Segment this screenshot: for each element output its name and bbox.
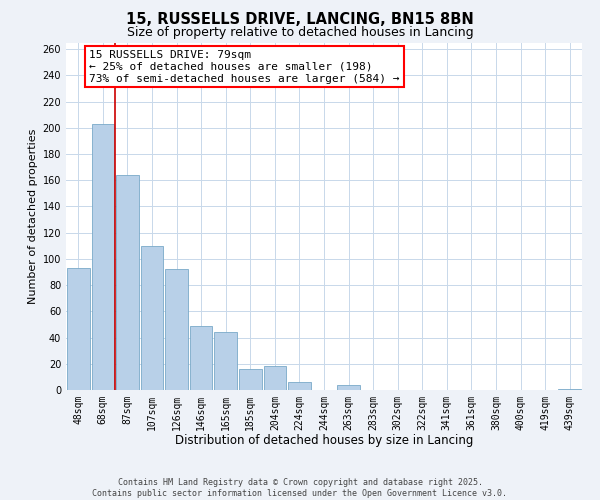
Bar xyxy=(288,382,311,390)
Bar xyxy=(190,326,212,390)
Bar xyxy=(140,246,163,390)
Bar xyxy=(92,124,114,390)
Text: 15 RUSSELLS DRIVE: 79sqm
← 25% of detached houses are smaller (198)
73% of semi-: 15 RUSSELLS DRIVE: 79sqm ← 25% of detach… xyxy=(89,50,400,84)
X-axis label: Distribution of detached houses by size in Lancing: Distribution of detached houses by size … xyxy=(175,434,473,448)
Text: Size of property relative to detached houses in Lancing: Size of property relative to detached ho… xyxy=(127,26,473,39)
Bar xyxy=(559,388,581,390)
Bar xyxy=(116,175,139,390)
Bar xyxy=(337,385,360,390)
Bar xyxy=(165,270,188,390)
Bar xyxy=(214,332,237,390)
Text: Contains HM Land Registry data © Crown copyright and database right 2025.
Contai: Contains HM Land Registry data © Crown c… xyxy=(92,478,508,498)
Bar xyxy=(239,369,262,390)
Bar xyxy=(263,366,286,390)
Bar xyxy=(67,268,89,390)
Y-axis label: Number of detached properties: Number of detached properties xyxy=(28,128,38,304)
Text: 15, RUSSELLS DRIVE, LANCING, BN15 8BN: 15, RUSSELLS DRIVE, LANCING, BN15 8BN xyxy=(126,12,474,28)
